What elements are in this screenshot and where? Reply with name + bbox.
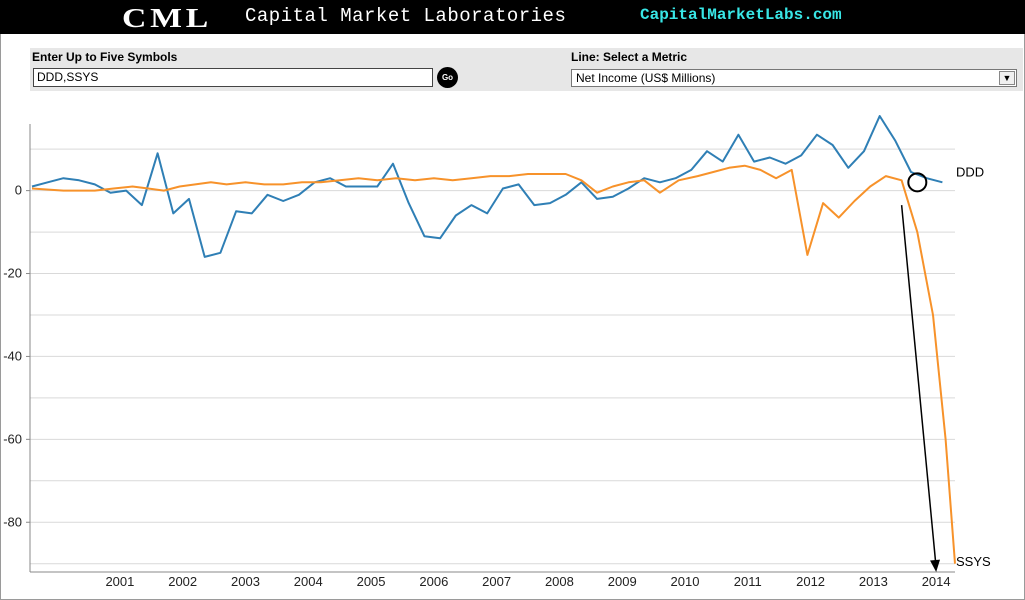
x-tick-label: 2010: [671, 574, 700, 589]
metric-value: Net Income (US$ Millions): [576, 71, 716, 85]
x-tick-label: 2008: [545, 574, 574, 589]
company-name: Capital Market Laboratories: [245, 5, 567, 27]
symbols-label: Enter Up to Five Symbols: [32, 50, 178, 64]
end-label-ddd: DDD: [956, 164, 984, 179]
arrow-head-icon: [930, 559, 941, 572]
metric-select[interactable]: Net Income (US$ Millions) ▼: [571, 69, 1017, 87]
symbols-input[interactable]: DDD,SSYS: [33, 68, 433, 87]
x-tick-label: 2012: [796, 574, 825, 589]
cml-logo: CML: [122, 3, 212, 33]
arrow-line: [900, 205, 937, 569]
site-link[interactable]: CapitalMarketLabs.com: [640, 6, 842, 24]
x-tick-label: 2003: [231, 574, 260, 589]
x-tick-label: 2009: [608, 574, 637, 589]
x-tick-label: 2011: [734, 574, 762, 589]
series-line-ssys: [31, 164, 956, 564]
x-tick-label: 2013: [859, 574, 888, 589]
x-tick-label: 2014: [922, 574, 951, 589]
y-tick-label: -20: [3, 266, 22, 281]
x-tick-label: 2001: [105, 574, 134, 589]
circle-marker-icon: [907, 172, 928, 193]
control-bar: Enter Up to Five Symbols DDD,SSYS Go Lin…: [30, 48, 1023, 91]
x-tick-label: 2004: [294, 574, 323, 589]
y-tick-label: -80: [3, 514, 22, 529]
y-tick-label: -40: [3, 348, 22, 363]
series-line-ddd: [31, 115, 943, 258]
top-banner: CML Capital Market Laboratories CapitalM…: [0, 0, 1025, 34]
chevron-down-icon[interactable]: ▼: [999, 71, 1015, 85]
x-tick-label: 2002: [168, 574, 197, 589]
x-tick-label: 2007: [482, 574, 511, 589]
go-button[interactable]: Go: [437, 67, 458, 88]
x-tick-label: 2005: [357, 574, 386, 589]
x-tick-label: 2006: [419, 574, 448, 589]
metric-label: Line: Select a Metric: [571, 50, 688, 64]
y-tick-label: 0: [15, 183, 22, 198]
y-tick-label: -60: [3, 431, 22, 446]
end-label-ssys: SSYS: [956, 554, 991, 569]
